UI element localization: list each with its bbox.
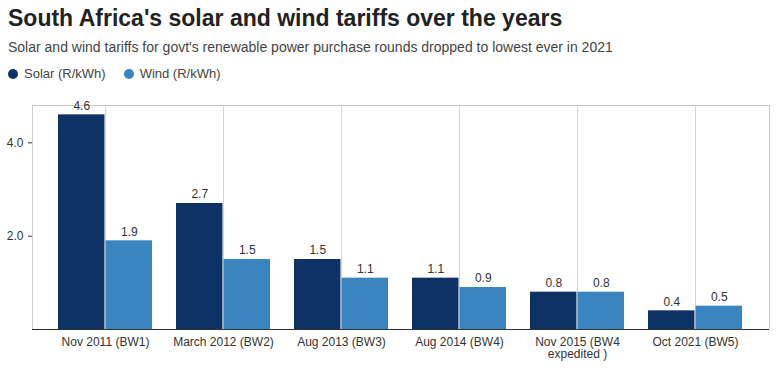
html-text:South Africa's solar and wind: South Africa's solar and wind tariffs ov… — [8, 5, 563, 31]
svg-text:Aug 2014 (BW4): Aug 2014 (BW4) — [415, 335, 504, 349]
svg-text:Aug 2013 (BW3): Aug 2013 (BW3) — [297, 335, 386, 349]
svg-text:March 2012 (BW2): March 2012 (BW2) — [173, 335, 274, 349]
html-text:Solar (R/kWh): Solar (R/kWh) — [24, 66, 106, 81]
svg-text:1.1: 1.1 — [357, 262, 374, 276]
svg-text:Oct 2021 (BW5): Oct 2021 (BW5) — [652, 335, 738, 349]
svg-text:0.5: 0.5 — [711, 290, 728, 304]
svg-text:4.0: 4.0 — [7, 136, 24, 150]
svg-text:1.9: 1.9 — [121, 225, 138, 239]
html-text:Solar and wind tariffs for gov: Solar and wind tariffs for govt's renewa… — [8, 39, 613, 55]
html-text:Wind (R/kWh): Wind (R/kWh) — [139, 66, 221, 81]
svg-text:Nov 2015 (BW4expedited ): Nov 2015 (BW4expedited ) — [535, 335, 620, 361]
svg-text:2.0: 2.0 — [7, 229, 24, 243]
svg-text:0.8: 0.8 — [545, 276, 562, 290]
svg-text:4.6: 4.6 — [73, 99, 90, 113]
svg-text:0.8: 0.8 — [593, 276, 610, 290]
svg-text:1.5: 1.5 — [239, 243, 256, 257]
svg-text:2.7: 2.7 — [191, 187, 208, 201]
svg-text:Nov 2011 (BW1): Nov 2011 (BW1) — [62, 335, 150, 349]
svg-text:0.4: 0.4 — [663, 295, 680, 309]
svg-text:0.9: 0.9 — [475, 271, 492, 285]
svg-text:1.5: 1.5 — [309, 243, 326, 257]
svg-text:1.1: 1.1 — [427, 262, 444, 276]
